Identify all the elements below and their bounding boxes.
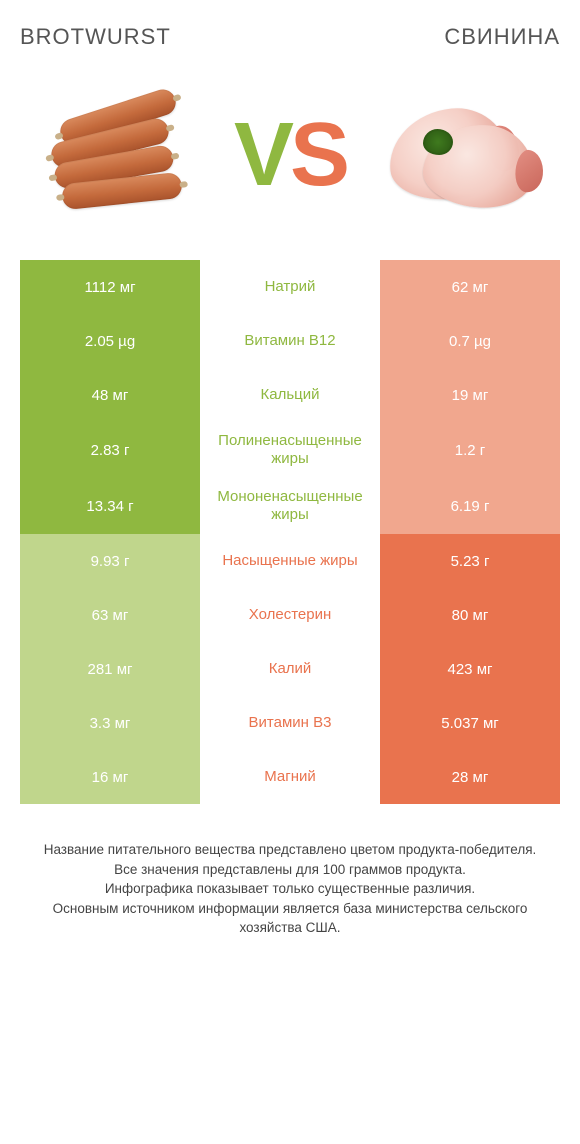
footnote-line: Основным источником информации является … xyxy=(30,899,550,938)
image-pork xyxy=(380,90,550,220)
table-row: 13.34 гМононенасыщенные жиры6.19 г xyxy=(20,478,560,534)
value-left: 3.3 мг xyxy=(20,696,200,750)
value-right: 423 мг xyxy=(380,642,560,696)
nutrient-label: Калий xyxy=(200,642,380,696)
vs-v: V xyxy=(234,105,290,205)
nutrient-label: Витамин B12 xyxy=(200,314,380,368)
nutrient-label: Кальций xyxy=(200,368,380,422)
comparison-infographic: BROTWURST СВИНИНА VS 1112 мгНатрий62 мг2… xyxy=(0,0,580,968)
comparison-table: 1112 мгНатрий62 мг2.05 µgВитамин B120.7 … xyxy=(20,260,560,804)
nutrient-label: Насыщенные жиры xyxy=(200,534,380,588)
vs-label: VS xyxy=(234,110,346,200)
value-left: 2.05 µg xyxy=(20,314,200,368)
value-right: 0.7 µg xyxy=(380,314,560,368)
title-right: СВИНИНА xyxy=(444,24,560,50)
image-brotwurst xyxy=(30,90,200,220)
nutrient-label: Магний xyxy=(200,750,380,804)
nutrient-label: Мононенасыщенные жиры xyxy=(200,478,380,534)
footnote-line: Инфографика показывает только существенн… xyxy=(30,879,550,899)
table-row: 2.05 µgВитамин B120.7 µg xyxy=(20,314,560,368)
table-row: 48 мгКальций19 мг xyxy=(20,368,560,422)
value-left: 63 мг xyxy=(20,588,200,642)
table-row: 16 мгМагний28 мг xyxy=(20,750,560,804)
value-left: 1112 мг xyxy=(20,260,200,314)
footnote: Название питательного вещества представл… xyxy=(20,840,560,938)
footnote-line: Название питательного вещества представл… xyxy=(30,840,550,860)
table-row: 63 мгХолестерин80 мг xyxy=(20,588,560,642)
value-right: 80 мг xyxy=(380,588,560,642)
value-left: 13.34 г xyxy=(20,478,200,534)
table-row: 2.83 гПолиненасыщенные жиры1.2 г xyxy=(20,422,560,478)
value-right: 1.2 г xyxy=(380,422,560,478)
sausages-icon xyxy=(40,100,190,210)
hero-row: VS xyxy=(20,90,560,220)
title-left: BROTWURST xyxy=(20,24,171,50)
table-row: 3.3 мгВитамин B35.037 мг xyxy=(20,696,560,750)
value-left: 281 мг xyxy=(20,642,200,696)
nutrient-label: Натрий xyxy=(200,260,380,314)
nutrient-label: Витамин B3 xyxy=(200,696,380,750)
value-left: 9.93 г xyxy=(20,534,200,588)
value-right: 5.037 мг xyxy=(380,696,560,750)
nutrient-label: Холестерин xyxy=(200,588,380,642)
titles-row: BROTWURST СВИНИНА xyxy=(20,24,560,50)
table-row: 9.93 гНасыщенные жиры5.23 г xyxy=(20,534,560,588)
value-right: 28 мг xyxy=(380,750,560,804)
vs-s: S xyxy=(290,105,346,205)
table-row: 281 мгКалий423 мг xyxy=(20,642,560,696)
footnote-line: Все значения представлены для 100 граммо… xyxy=(30,860,550,880)
pork-icon xyxy=(385,95,545,215)
value-right: 5.23 г xyxy=(380,534,560,588)
table-row: 1112 мгНатрий62 мг xyxy=(20,260,560,314)
value-right: 19 мг xyxy=(380,368,560,422)
value-left: 16 мг xyxy=(20,750,200,804)
value-right: 6.19 г xyxy=(380,478,560,534)
value-right: 62 мг xyxy=(380,260,560,314)
value-left: 48 мг xyxy=(20,368,200,422)
nutrient-label: Полиненасыщенные жиры xyxy=(200,422,380,478)
value-left: 2.83 г xyxy=(20,422,200,478)
